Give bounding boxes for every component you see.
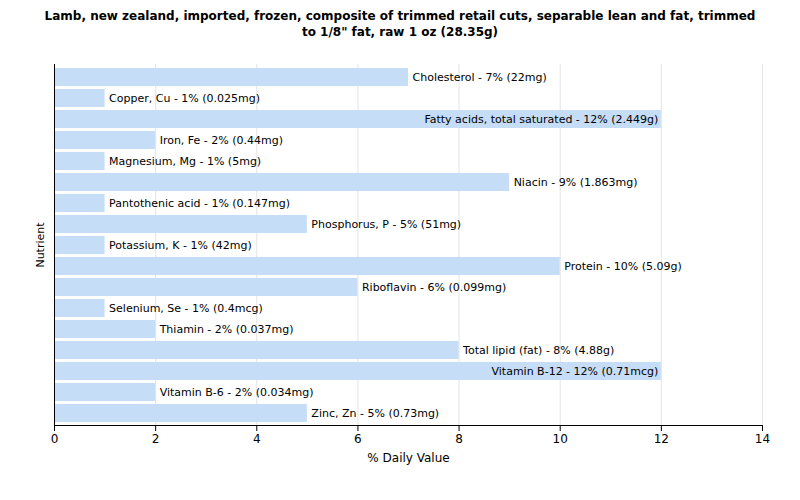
svg-text:14: 14	[755, 432, 770, 446]
svg-text:Pantothenic acid - 1% (0.147mg: Pantothenic acid - 1% (0.147mg)	[109, 197, 290, 210]
svg-text:Cholesterol - 7% (22mg): Cholesterol - 7% (22mg)	[413, 71, 547, 84]
svg-text:Vitamin B-12 - 12% (0.71mcg): Vitamin B-12 - 12% (0.71mcg)	[491, 365, 658, 378]
svg-text:Potassium, K - 1% (42mg): Potassium, K - 1% (42mg)	[109, 239, 252, 252]
svg-text:Fatty acids, total saturated -: Fatty acids, total saturated - 12% (2.44…	[424, 113, 658, 126]
svg-text:10: 10	[553, 432, 568, 446]
svg-text:Selenium, Se - 1% (0.4mcg): Selenium, Se - 1% (0.4mcg)	[109, 302, 263, 315]
svg-text:Magnesium, Mg - 1% (5mg): Magnesium, Mg - 1% (5mg)	[109, 155, 261, 168]
svg-text:Iron, Fe - 2% (0.44mg): Iron, Fe - 2% (0.44mg)	[160, 134, 283, 147]
svg-text:12: 12	[654, 432, 669, 446]
svg-text:4: 4	[253, 432, 261, 446]
svg-text:Nutrient: Nutrient	[34, 222, 47, 268]
svg-text:6: 6	[354, 432, 362, 446]
svg-text:Riboflavin - 6% (0.099mg): Riboflavin - 6% (0.099mg)	[362, 281, 506, 294]
svg-text:Thiamin - 2% (0.037mg): Thiamin - 2% (0.037mg)	[159, 323, 294, 336]
svg-text:Copper, Cu - 1% (0.025mg): Copper, Cu - 1% (0.025mg)	[109, 92, 260, 105]
svg-text:Total lipid (fat) - 8% (4.88g): Total lipid (fat) - 8% (4.88g)	[462, 344, 614, 357]
svg-text:Niacin - 9% (1.863mg): Niacin - 9% (1.863mg)	[514, 176, 638, 189]
svg-text:Zinc, Zn - 5% (0.73mg): Zinc, Zn - 5% (0.73mg)	[311, 407, 439, 420]
svg-text:8: 8	[455, 432, 463, 446]
svg-text:Phosphorus, P - 5% (51mg): Phosphorus, P - 5% (51mg)	[311, 218, 461, 231]
svg-text:% Daily Value: % Daily Value	[367, 451, 449, 465]
svg-text:Vitamin B-6 - 2% (0.034mg): Vitamin B-6 - 2% (0.034mg)	[160, 386, 314, 399]
svg-text:2: 2	[152, 432, 160, 446]
html-text:Lamb, new zealand, imported, f: Lamb, new zealand, imported, frozen, com…	[44, 9, 756, 39]
svg-text:Protein - 10% (5.09g): Protein - 10% (5.09g)	[564, 260, 682, 273]
svg-text:0: 0	[51, 432, 59, 446]
